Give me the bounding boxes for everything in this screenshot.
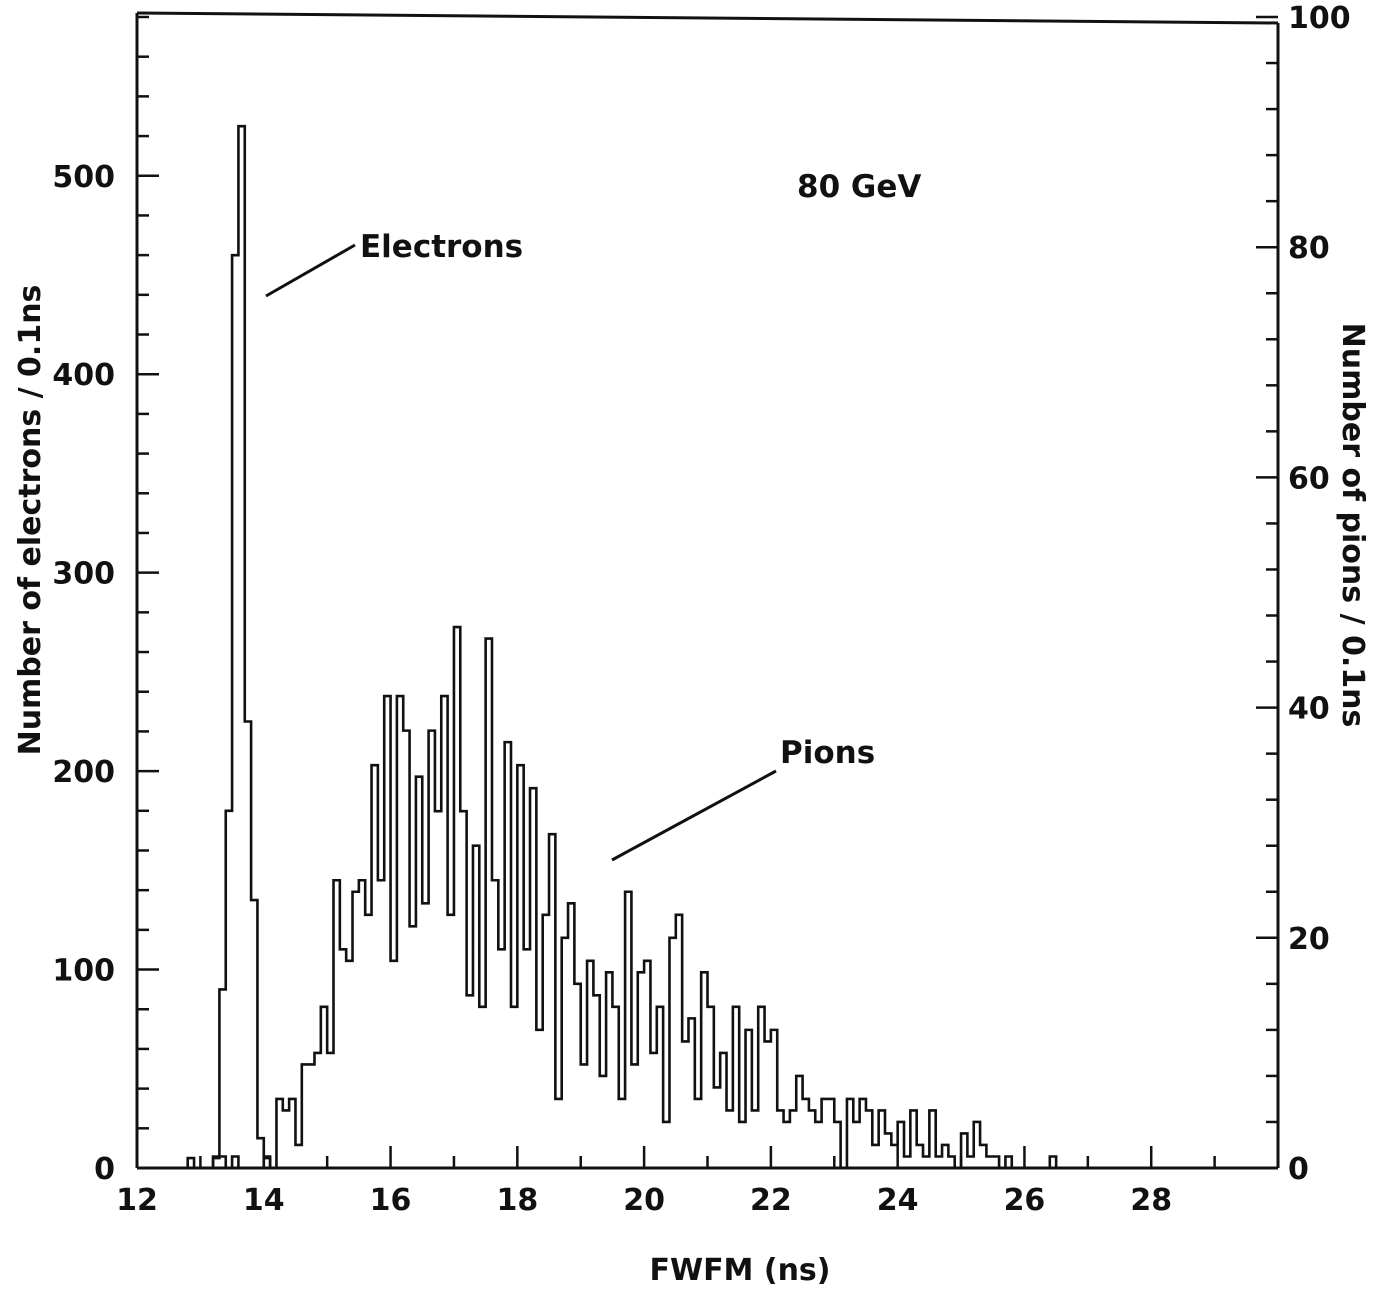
y-left-tick-label: 200 bbox=[52, 755, 115, 790]
y-axis-title-left: Number of electrons / 0.1ns bbox=[13, 285, 48, 756]
y-left-tick-label: 100 bbox=[52, 954, 115, 989]
top-frame-line bbox=[136, 11, 1279, 25]
x-tick-label: 20 bbox=[623, 1183, 665, 1218]
y-right-tick-label: 60 bbox=[1288, 461, 1330, 496]
annotations: 80 GeV Electrons Pions bbox=[265, 169, 921, 862]
x-tick-label: 14 bbox=[243, 1183, 285, 1218]
x-tick-label: 28 bbox=[1130, 1183, 1172, 1218]
x-axis-title: FWFM (ns) bbox=[649, 1253, 830, 1288]
series-electrons-histogram bbox=[186, 124, 277, 1170]
tick-labels: 12 14 16 18 20 22 24 26 28 0 100 200 300 400 500 0 20 40 6… bbox=[52, 1, 1350, 1218]
x-tick-label: 18 bbox=[496, 1183, 538, 1218]
y-right-tick-label: 100 bbox=[1288, 1, 1351, 36]
x-tick-label: 12 bbox=[116, 1183, 158, 1218]
x-tick-label: 22 bbox=[750, 1183, 792, 1218]
y-axis-title-right: Number of pions / 0.1ns bbox=[1335, 323, 1370, 728]
ticks bbox=[135, 15, 1280, 1170]
y-left-tick-label: 400 bbox=[52, 358, 115, 393]
x-tick-label: 26 bbox=[1004, 1183, 1046, 1218]
y-right-tick-label: 20 bbox=[1288, 922, 1330, 957]
electrons-pointer-line bbox=[265, 243, 356, 298]
y-right-tick-label: 80 bbox=[1288, 231, 1330, 266]
x-tick-label: 16 bbox=[370, 1183, 412, 1218]
pions-pointer-line bbox=[611, 769, 777, 862]
y-right-tick-label: 40 bbox=[1288, 692, 1330, 727]
x-tick-label: 24 bbox=[877, 1183, 919, 1218]
pions-label: Pions bbox=[780, 735, 875, 771]
y-left-tick-label: 500 bbox=[52, 160, 115, 195]
series-pions-histogram bbox=[211, 625, 1082, 1170]
y-left-tick-label: 300 bbox=[52, 557, 115, 592]
electrons-label: Electrons bbox=[360, 229, 523, 265]
energy-label: 80 GeV bbox=[797, 169, 921, 205]
y-right-tick-label: 0 bbox=[1288, 1152, 1309, 1187]
y-left-tick-label: 0 bbox=[94, 1152, 115, 1187]
series-layer bbox=[186, 124, 1082, 1170]
